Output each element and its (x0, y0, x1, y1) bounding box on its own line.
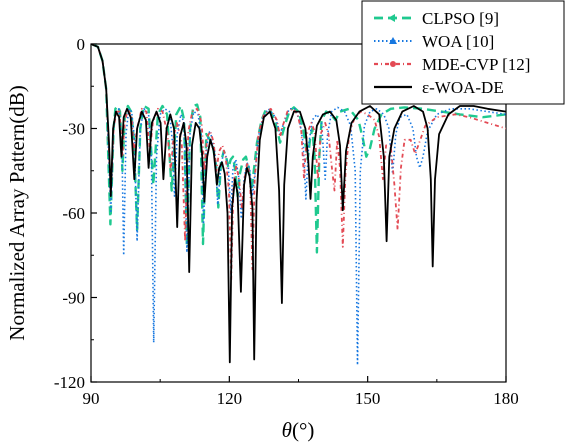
x-axis-title-unit: (°) (292, 418, 314, 442)
x-tick-label: 180 (493, 389, 519, 408)
x-tick-label: 90 (83, 389, 100, 408)
legend-marker (389, 37, 397, 44)
axis-ticks: 90 120 150 180 0 -30 -60 -90 -120 (54, 35, 519, 408)
y-tick-label: 0 (77, 35, 86, 54)
series-line-2 (91, 44, 506, 282)
x-axis-title: θ(°) (282, 418, 315, 442)
x-axis-title-symbol: θ (282, 418, 292, 442)
legend-marker (388, 14, 395, 22)
y-tick-label: -120 (54, 373, 85, 392)
y-tick-label: -90 (62, 289, 85, 308)
series-line-3 (91, 44, 506, 364)
legend: CLPSO [9] WOA [10] MDE-CVP [12] ε-WOA-DE (361, 0, 565, 105)
legend-label: ε-WOA-DE (422, 78, 504, 97)
legend-label: MDE-CVP [12] (422, 55, 530, 74)
series-line-1 (91, 44, 506, 366)
legend-marker (390, 61, 396, 67)
legend-label: CLPSO [9] (422, 9, 499, 28)
series-layer (91, 44, 506, 366)
x-tick-label: 120 (217, 389, 243, 408)
y-tick-label: -30 (62, 120, 85, 139)
legend-items: CLPSO [9] WOA [10] MDE-CVP [12] ε-WOA-DE (374, 9, 530, 97)
legend-label: WOA [10] (422, 32, 494, 51)
y-tick-label: -60 (62, 204, 85, 223)
x-tick-label: 150 (355, 389, 381, 408)
y-axis-title: Normalized Array Pattern(dB) (5, 85, 29, 340)
